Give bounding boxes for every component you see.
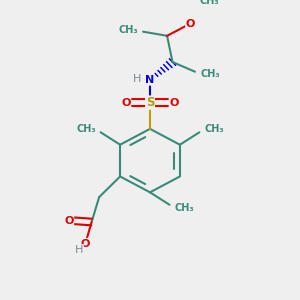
Text: CH₃: CH₃ [76,124,96,134]
Text: O: O [186,19,195,29]
Text: O: O [169,98,179,108]
Text: N: N [146,75,154,85]
Text: S: S [146,96,154,109]
Text: CH₃: CH₃ [118,25,138,35]
Text: CH₃: CH₃ [199,0,219,6]
Text: O: O [80,238,90,248]
Text: H: H [75,244,83,255]
Text: O: O [121,98,131,108]
Text: H: H [133,74,142,84]
Text: O: O [64,216,74,226]
Text: CH₃: CH₃ [200,69,220,79]
Text: CH₃: CH₃ [174,203,194,213]
Text: CH₃: CH₃ [204,124,224,134]
